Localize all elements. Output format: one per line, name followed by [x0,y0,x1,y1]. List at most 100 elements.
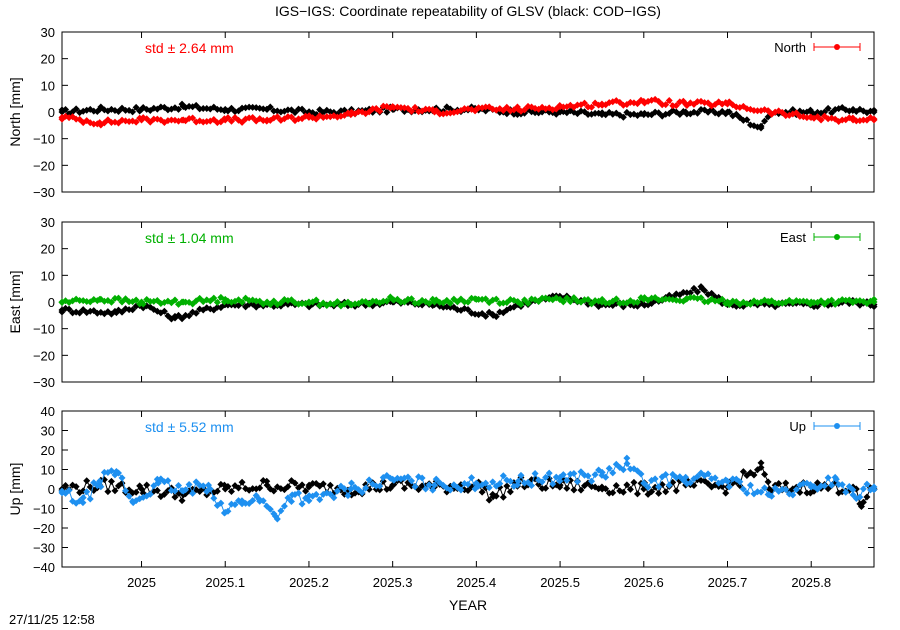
data-point-reference [104,488,112,496]
data-point-up [591,471,599,479]
data-point-up [573,478,581,486]
data-point-up [210,494,218,502]
data-point-up [114,469,122,477]
data-point-reference [757,464,765,472]
data-point-north [273,113,281,121]
data-point-up [457,486,465,494]
data-point-reference [72,105,80,113]
data-point-reference [298,105,306,113]
x-tick-label: 2025.6 [624,575,664,590]
data-point-up [870,483,878,491]
data-point-reference [722,489,730,497]
data-point-reference [302,487,310,495]
data-point-east [552,294,560,302]
data-point-up [221,508,229,516]
data-point-up [431,481,439,489]
legend-marker [834,234,840,240]
data-point-up [598,468,606,476]
data-point-up [842,488,850,496]
data-point-east [139,300,147,308]
data-point-east [612,295,620,303]
data-point-up [828,481,836,489]
data-point-up [789,491,797,499]
data-point-up [676,473,684,481]
data-point-reference [824,104,832,112]
data-point-up [482,479,490,487]
data-point-up [563,476,571,484]
data-point-up [623,460,631,468]
data-point-reference [782,479,790,487]
data-point-up [665,481,673,489]
y-tick-label: −10 [33,132,55,147]
data-point-reference [238,478,246,486]
data-point-up [182,486,190,494]
data-point-up [588,477,596,485]
data-point-reference [499,493,507,501]
data-point-reference [492,492,500,500]
data-point-up [559,471,567,479]
data-point-reference [62,106,70,114]
data-point-up [863,480,871,488]
panel-up: −40 −30 −20 −10 0 10 20 30 40 2025 2025.1 2025.2 202… [7,404,878,590]
data-point-reference [764,478,772,486]
data-point-reference [284,483,292,491]
data-point-up [79,494,87,502]
std-annotation: std ± 5.52 mm [145,419,234,435]
data-point-reference [482,312,490,320]
data-point-up [347,479,355,487]
data-point-reference [464,487,472,495]
data-point-reference [270,487,278,495]
data-point-reference [132,488,140,496]
data-point-up [542,473,550,481]
data-point-up [330,494,338,502]
data-point-north [287,113,295,121]
data-point-east [563,294,571,302]
data-point-up [287,497,295,505]
data-point-reference [750,471,758,479]
data-point-up [821,482,829,490]
data-point-east [492,295,500,303]
data-point-up [446,486,454,494]
data-point-reference [175,105,183,113]
y-tick-label: 20 [41,52,55,67]
data-point-east [559,298,567,306]
data-point-east [524,299,532,307]
y-tick-label: 30 [41,424,55,439]
data-point-up [340,485,348,493]
y-tick-label: −40 [33,560,55,575]
data-point-up [768,492,776,500]
data-point-up [832,475,840,483]
data-point-reference [563,484,571,492]
data-point-reference [492,313,500,321]
data-point-north [503,103,511,111]
data-point-up [122,487,130,495]
data-point-east [746,300,754,308]
data-point-reference [503,482,511,490]
data-point-up [743,489,751,497]
data-point-up [641,480,649,488]
data-point-north [189,114,197,122]
data-point-reference [693,288,701,296]
data-point-reference [478,488,486,496]
data-point-east [828,296,836,304]
y-tick-label: 0 [48,295,55,310]
data-point-reference [192,309,200,317]
data-point-reference [686,289,694,297]
data-point-up [408,477,416,485]
data-point-up [552,473,560,481]
data-point-reference [143,481,151,489]
data-point-up [464,480,472,488]
y-tick-label: −30 [33,541,55,556]
data-point-reference [556,481,564,489]
data-point-reference [626,485,634,493]
data-point-reference [630,478,638,486]
data-point-up [782,486,790,494]
data-point-reference [227,488,235,496]
data-point-up [273,515,281,523]
data-point-reference [633,490,641,498]
data-point-north [249,113,257,121]
data-point-up [333,487,341,495]
data-point-reference [65,305,73,313]
x-tick-label: 2025.3 [373,575,413,590]
data-point-north [665,96,673,104]
